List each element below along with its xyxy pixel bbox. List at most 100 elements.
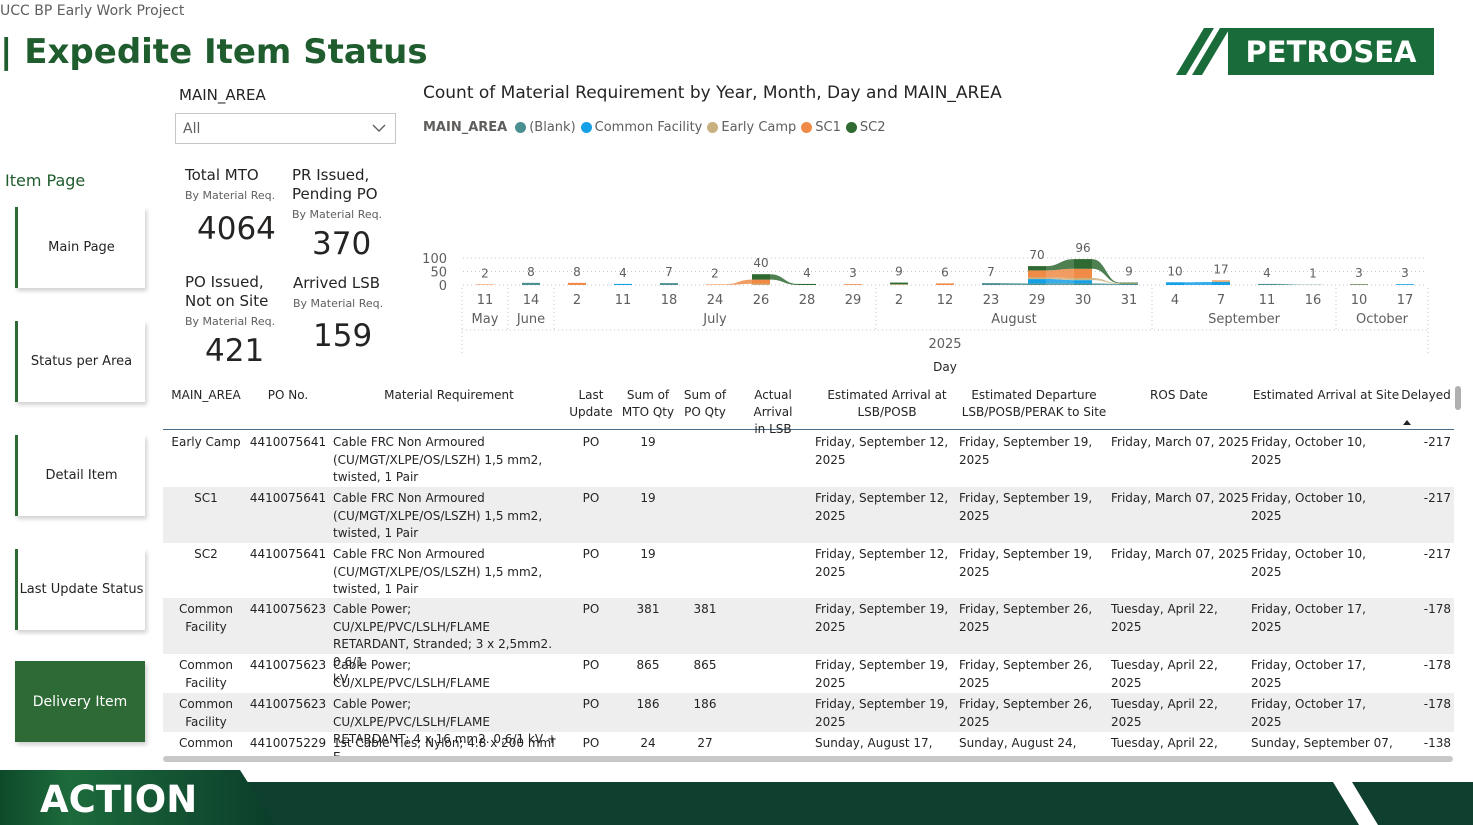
column-header[interactable]: Delayed [1397,387,1454,404]
x-tick-label: 23 [983,293,1000,308]
table-cell-po: 4410075641 [249,435,327,449]
column-header[interactable]: ROS Date [1109,387,1249,404]
chart-bar-segment [660,283,678,285]
table-cell-eta-site: Sunday, September 07, [1251,736,1393,750]
nav-delivery-item[interactable]: Delivery Item [15,661,145,742]
table-row[interactable]: Common Facility 4410075623 Cable Power; CU/… [163,598,1454,686]
month-label: September [1208,312,1281,327]
table-cell-poqty: 381 [693,602,717,616]
card-value: 4064 [197,211,276,247]
nav-label: Delivery Item [32,693,128,710]
table-cell-delay: -178 [1423,697,1451,711]
chart-ribbon [1046,259,1074,271]
data-label: 10 [1167,264,1182,278]
table-row[interactable]: Common Facility 4410075623 Cable Power; CU/… [163,654,1454,707]
column-header-line: LSB/POSB [857,405,917,419]
nav-title: Item Page [5,171,86,190]
slicer-label: MAIN_AREA [179,86,266,104]
table-cell-delay: -217 [1423,435,1451,449]
cell-line: Cable FRC Non Armoured [333,435,485,449]
nav-last-update-status[interactable]: Last Update Status [15,549,145,630]
chevron-down-icon [372,124,386,132]
table-row[interactable]: Common Facility 4410075623 Cable Power; CU/… [163,693,1454,758]
x-tick-label: 29 [1029,293,1046,308]
legend-item-sc2[interactable]: SC2 [845,120,886,135]
chart-bar-segment [752,279,770,284]
table-cell-area: SC2 [163,546,249,564]
chart-bar-segment [890,282,908,285]
table-cell-mto: 19 [640,547,656,561]
column-header-line: Sum of [683,388,727,402]
chart-ribbon [1092,277,1120,284]
column-header[interactable]: Last Update [565,387,617,421]
column-header[interactable]: Actual Arrival in LSB [733,387,813,438]
nav-status-per-area[interactable]: Status per Area [15,321,145,402]
chart-bar-segment [1350,284,1368,285]
card-title: Total MTO [185,166,259,184]
legend-item-early-camp[interactable]: Early Camp [707,120,796,135]
chart-bar-segment [1212,282,1230,285]
vertical-scrollbar[interactable] [1455,386,1461,410]
column-header[interactable]: Estimated Arrival at LSB/POSB [813,387,961,421]
column-header[interactable]: PO No. [249,387,327,404]
title-text: Expedite Item Status [24,32,428,72]
table-cell-mat: Cable FRC Non Armoured (CU/MGT/XLPE/OS/LS… [333,546,565,599]
column-header[interactable]: Material Requirement [333,387,565,404]
cell-line: Facility [185,714,227,729]
card-value: 421 [205,333,265,369]
x-tick-label: 4 [1171,293,1179,308]
table-cell-ros: Friday, March 07, 2025 [1111,491,1249,505]
sort-ascending-icon[interactable] [1403,420,1411,425]
horizontal-scrollbar[interactable] [163,756,1453,762]
chart-bar-segment [1120,283,1138,284]
column-header[interactable]: Sum of MTO Qty [619,387,677,421]
table-cell-eta-site: Friday, October 10, 2025 [1251,547,1366,579]
legend-item-sc1[interactable]: SC1 [801,120,841,135]
table-row[interactable]: SC1 4410075641 Cable FRC Non Armoured (CU/M… [163,487,1454,543]
column-header-line: Actual Arrival [753,388,793,419]
table-cell-ros: Tuesday, April 22, 2025 [1111,602,1218,634]
column-header-line: Sum of [626,388,670,402]
data-label: 4 [1263,266,1271,280]
legend-item-common-facility[interactable]: Common Facility [580,120,702,135]
table-cell-eta-lsb: Friday, September 19, 2025 [815,696,957,731]
table-cell-eta-site: Friday, October 10, 2025 [1251,435,1366,467]
legend-item-blank[interactable]: (Blank) [515,120,576,135]
table-cell-eta-lsb: Friday, September 12, 2025 [815,490,957,525]
nav-detail-item[interactable]: Detail Item [15,435,145,516]
table-cell-upd: PO [582,736,600,750]
month-label: June [516,312,545,327]
data-label: 7 [987,265,995,279]
cell-line: Friday, September 26, [959,602,1093,616]
chart-bar-segment [1166,282,1184,285]
main-area-slicer[interactable]: All [175,113,396,144]
cell-line: 1st Cable Ties; Nylon; 4.8 x 200 mml [333,736,555,750]
card-title: Arrived LSB [293,274,381,292]
cell-line: Facility [185,619,227,634]
table-cell-delay: -178 [1423,602,1451,616]
table-cell-mat: Cable FRC Non Armoured (CU/MGT/XLPE/OS/LS… [333,490,565,543]
cell-line: Sunday, August 24, 2025 [959,736,1077,758]
chart-legend: MAIN_AREA (Blank) Common Facility Early … [423,120,891,135]
table-row[interactable]: SC2 4410075641 Cable FRC Non Armoured (CU/M… [163,543,1454,598]
chart-bar-segment [982,283,1000,285]
card-subtitle: By Material Req. [185,189,276,202]
chart-ribbon [1000,283,1028,285]
table-row[interactable]: Common 4410075229 1st Cable Ties; Nylon; 4… [163,732,1454,758]
cell-line: Friday, September 12, [815,491,949,505]
x-tick-label: 11 [1259,293,1276,308]
data-label: 9 [1125,265,1133,279]
column-header[interactable]: Sum of PO Qty [677,387,733,421]
column-header[interactable]: MAIN_AREA [163,387,249,404]
nav-main-page[interactable]: Main Page [15,207,145,288]
column-header[interactable]: Estimated Departure LSB/POSB/PERAK to Sit… [959,387,1109,421]
cell-line: 2025 [959,675,990,690]
column-header[interactable]: Estimated Arrival at Site [1251,387,1401,404]
cell-line: Cable Power; CU/XLPE/PVC/LSLH/FLAME [333,697,490,729]
table-cell-eta-site: Friday, October 17, 2025 [1251,602,1366,634]
table-row[interactable]: Early Camp 4410075641 Cable FRC Non Armour… [163,431,1454,487]
data-label: 7 [665,265,673,279]
cell-line: (CU/MGT/XLPE/OS/LSZH) 1,5 mm2, [333,452,543,467]
